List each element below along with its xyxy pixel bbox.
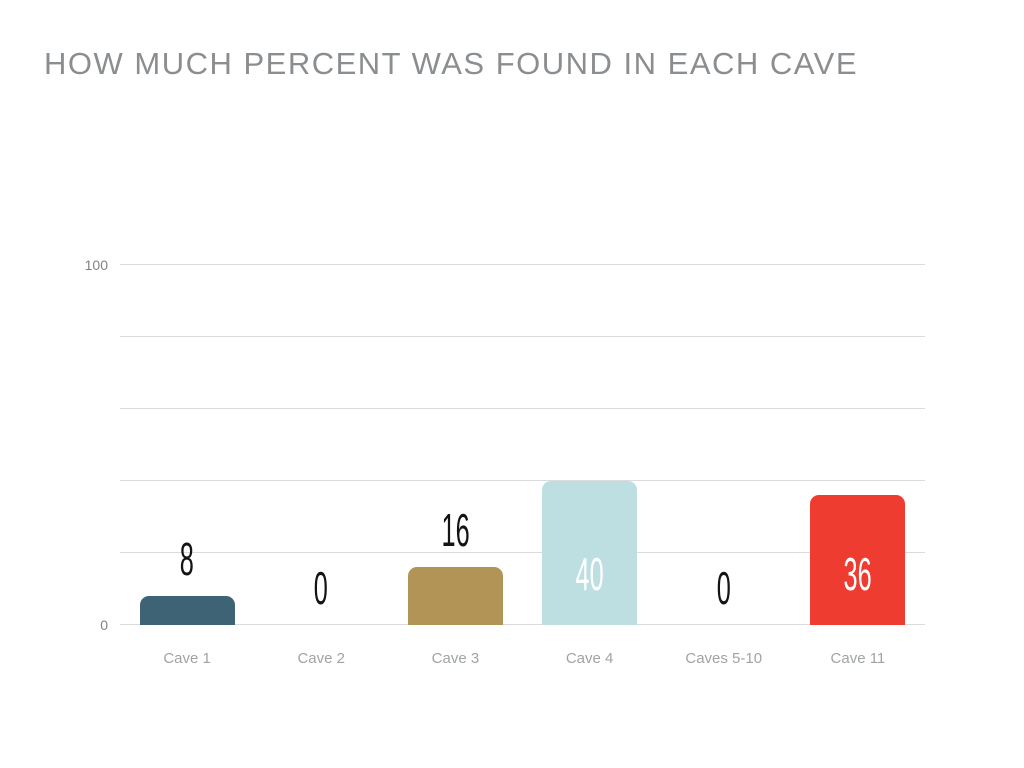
plot-area: 0 100 8 Cave 1 0 Cave 2 16 Cave 3 40 Cave 4 0 Caves…	[85, 257, 925, 667]
y-axis-tick-label: 0	[100, 617, 108, 633]
bar-cave-1	[139, 596, 235, 625]
gridline	[120, 336, 925, 337]
value-label-cave-3: 16	[441, 504, 470, 557]
x-axis-label-cave-3: Cave 3	[431, 650, 480, 667]
value-label-cave-4: 40	[575, 548, 604, 600]
value-label-cave-2: 0	[314, 562, 329, 614]
value-label-caves-5-10: 0	[716, 562, 731, 614]
gridline	[120, 480, 925, 481]
x-axis-label-cave-1: Cave 1	[163, 650, 211, 667]
gridline	[120, 624, 925, 625]
x-axis-label-cave-2: Cave 2	[297, 650, 345, 667]
x-axis-label-cave-11: Cave 11	[830, 650, 886, 667]
value-label-cave-11: 36	[843, 548, 872, 600]
gridline	[120, 408, 925, 409]
chart-title: HOW MUCH PERCENT WAS FOUND IN EACH CAVE	[44, 46, 859, 81]
bar-cave-4	[542, 481, 638, 625]
value-label-cave-1: 8	[180, 533, 195, 586]
bar-cave-3	[407, 567, 503, 625]
x-axis-label-cave-4: Cave 4	[565, 650, 614, 667]
gridline	[120, 552, 925, 553]
gridline	[120, 264, 925, 265]
bar-cave-11	[810, 495, 906, 625]
y-axis-tick-label: 100	[84, 257, 108, 273]
x-axis-label-caves-5-10: Caves 5-10	[685, 650, 763, 667]
